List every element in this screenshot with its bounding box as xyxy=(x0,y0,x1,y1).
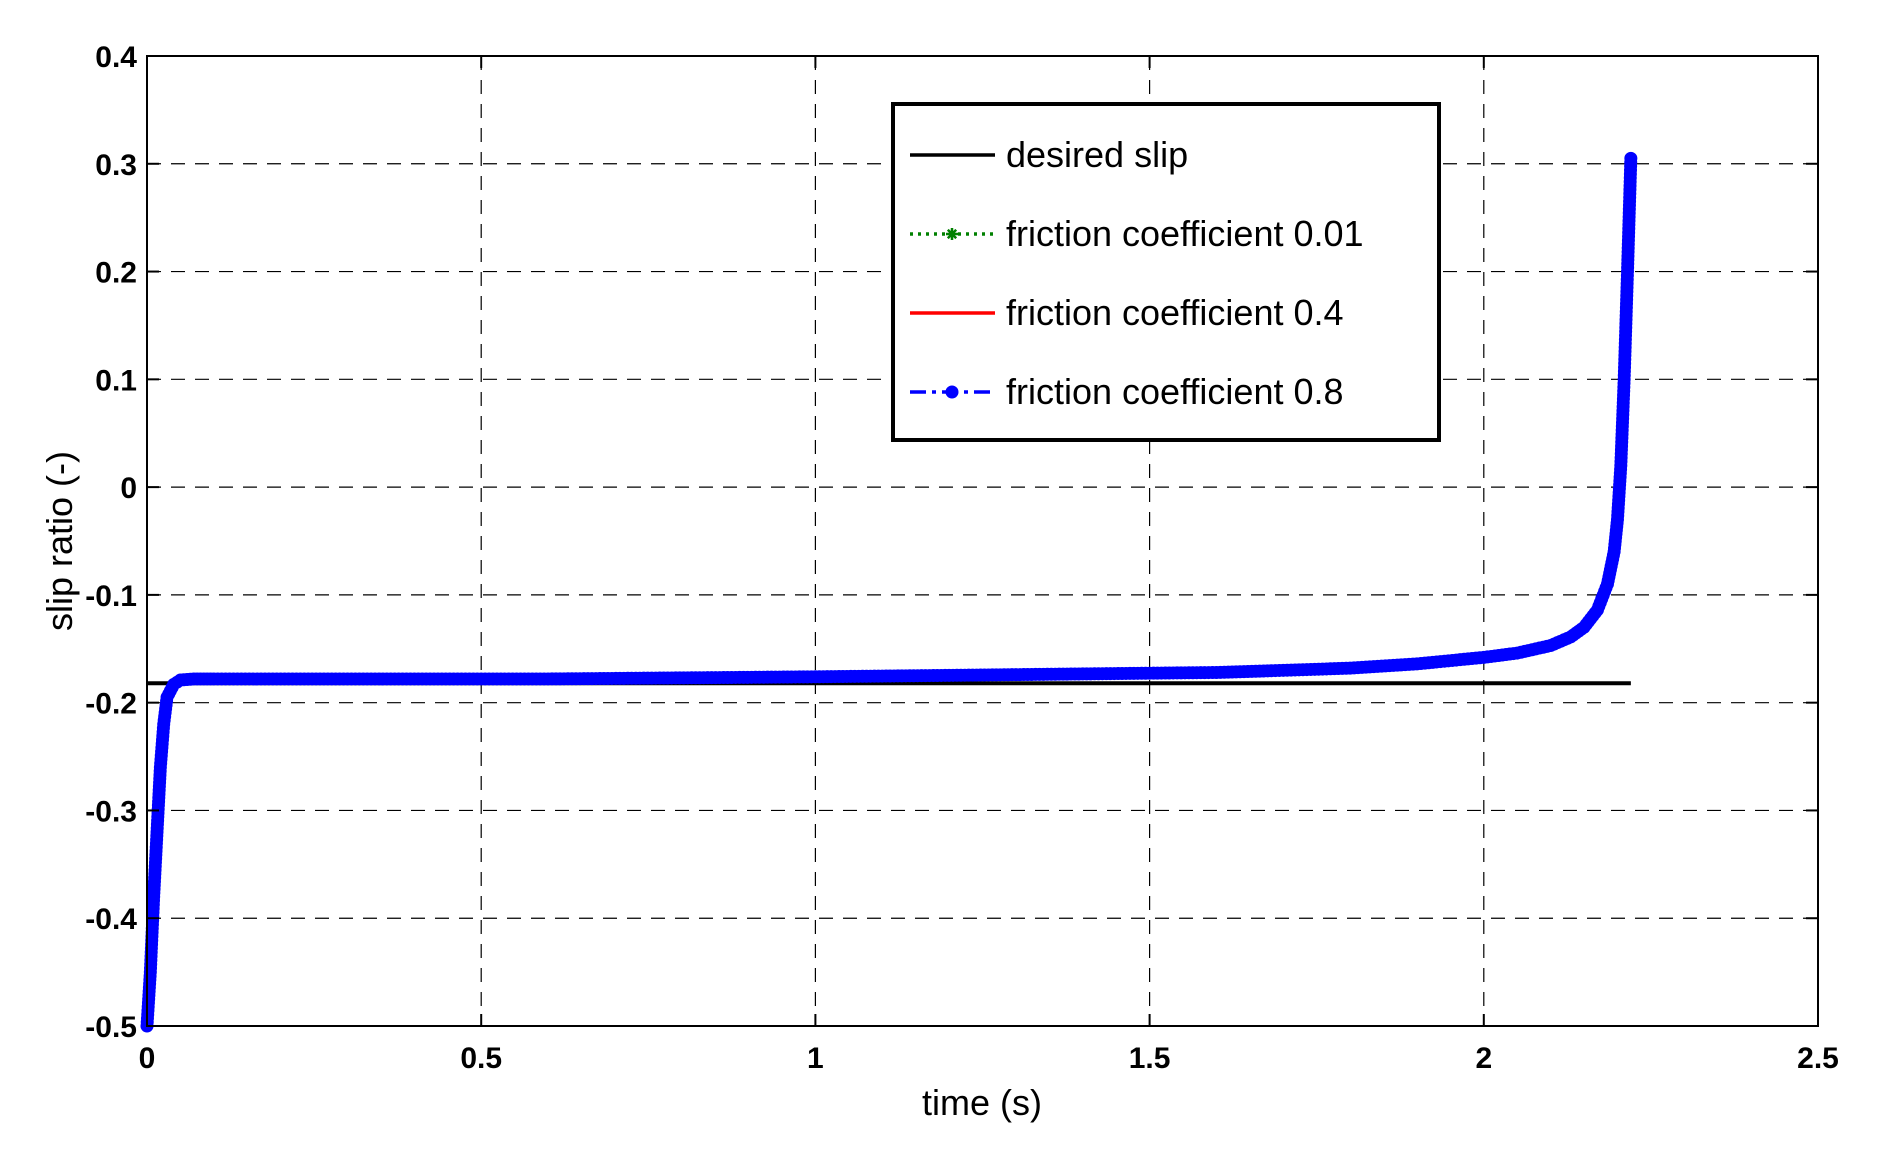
legend-label: desired slip xyxy=(1006,134,1188,175)
legend-label: friction coefficient 0.01 xyxy=(1006,213,1364,254)
x-tick-labels: 0 0.5 1 1.5 2 2.5 xyxy=(139,1042,1839,1075)
series-marker xyxy=(1624,151,1638,165)
y-tick-label: -0.2 xyxy=(85,688,137,721)
series-4 xyxy=(140,151,1638,1033)
legend-marker xyxy=(945,385,959,399)
y-tick-label: 0 xyxy=(120,472,137,505)
y-tick-label: 0.1 xyxy=(95,364,137,397)
y-tick-label: -0.4 xyxy=(85,903,137,936)
y-axis-label: slip ratio (-) xyxy=(39,451,80,631)
legend-box xyxy=(891,102,1441,442)
y-tick-label: 0.3 xyxy=(95,149,137,182)
x-tick-label: 1.5 xyxy=(1129,1042,1171,1075)
x-tick-label: 0.5 xyxy=(460,1042,502,1075)
legend-label: friction coefficient 0.8 xyxy=(1006,371,1344,412)
legend-entry: friction coefficient 0.8 xyxy=(910,371,1344,412)
grid-lines xyxy=(147,56,1818,1026)
y-tick-label: -0.3 xyxy=(85,795,137,828)
legend-label: friction coefficient 0.4 xyxy=(1006,292,1344,333)
legend-entry: friction coefficient 0.01 xyxy=(910,213,1364,254)
y-tick-label: 0.4 xyxy=(95,41,137,74)
tick-marks xyxy=(146,55,1819,1027)
y-tick-label: -0.5 xyxy=(85,1011,137,1044)
x-tick-label: 1 xyxy=(807,1042,824,1075)
y-tick-labels: -0.5 -0.4 -0.3 -0.2 -0.1 0 0.1 0.2 0.3 0.4 xyxy=(85,41,137,1044)
x-tick-label: 2 xyxy=(1475,1042,1492,1075)
legend: desired slip friction coefficient 0.01 fri… xyxy=(891,102,1441,442)
y-tick-label: 0.2 xyxy=(95,257,137,290)
series-layer xyxy=(140,151,1638,1033)
legend-marker xyxy=(946,228,958,240)
plot-area-frame xyxy=(146,55,1819,1027)
x-axis-label: time (s) xyxy=(922,1082,1042,1123)
legend-entries: desired slip friction coefficient 0.01 fri… xyxy=(910,134,1364,412)
x-tick-label: 0 xyxy=(139,1042,156,1075)
y-tick-label: -0.1 xyxy=(85,580,137,613)
legend-entry: friction coefficient 0.4 xyxy=(910,292,1344,333)
legend-entry: desired slip xyxy=(910,134,1188,175)
x-tick-label: 2.5 xyxy=(1797,1042,1839,1075)
